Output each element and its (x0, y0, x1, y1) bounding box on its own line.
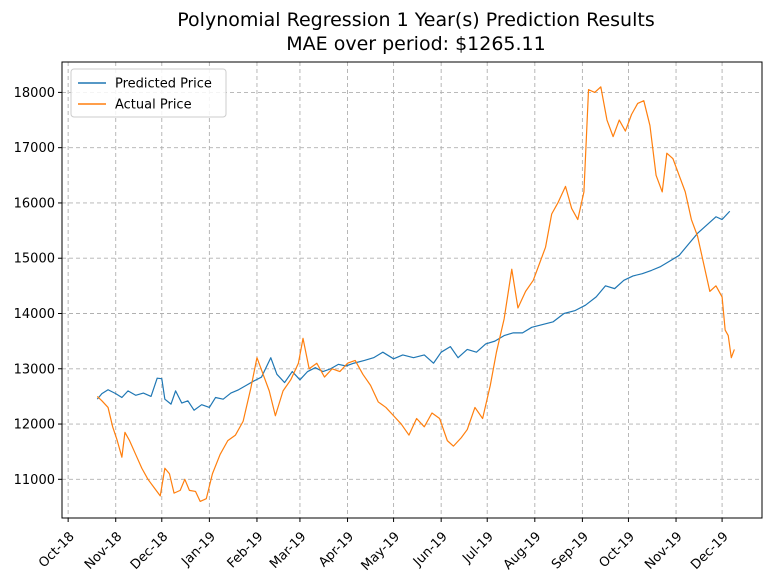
x-axis: Oct-18 Nov-18 Dec-18 Jan-19 Feb-19 Mar-19 Apr-… (36, 518, 732, 574)
x-tick-label: Jul-19 (459, 529, 496, 566)
y-axis: 11000 12000 13000 14000 15000 16000 17000 18000 (14, 86, 62, 488)
x-tick-label: Jun-19 (410, 529, 451, 570)
legend: Predicted Price Actual Price (70, 68, 227, 118)
y-tick-label: 18000 (14, 86, 55, 101)
y-tick-label: 12000 (14, 418, 55, 433)
plot-frame (61, 61, 763, 519)
x-tick-label: Mar-19 (267, 529, 309, 571)
x-tick-label: Dec-19 (688, 529, 731, 572)
y-tick-label: 17000 (14, 141, 55, 156)
chart-subtitle: MAE over period: $1265.11 (286, 33, 545, 55)
y-tick-label: 13000 (14, 362, 55, 377)
series-line-predicted-price (96, 210, 731, 411)
x-tick-label: Dec-18 (128, 529, 171, 572)
legend-box (70, 68, 227, 118)
x-tick-label: Sep-19 (549, 529, 592, 572)
legend-label: Actual Price (115, 98, 192, 113)
x-tick-label: Oct-19 (596, 529, 638, 571)
series-line-actual-price (96, 86, 735, 503)
legend-label: Predicted Price (115, 77, 212, 92)
x-tick-label: Apr-19 (316, 529, 357, 570)
x-tick-label: May-19 (359, 529, 403, 573)
y-tick-label: 16000 (14, 196, 55, 211)
x-tick-label: Feb-19 (225, 529, 267, 571)
x-tick-label: Oct-18 (36, 529, 78, 571)
y-tick-label: 15000 (14, 252, 55, 267)
grid-lines (62, 62, 762, 518)
series-lines (96, 86, 735, 503)
chart-title: Polynomial Regression 1 Year(s) Predicti… (177, 9, 654, 31)
x-tick-label: Nov-18 (82, 529, 125, 572)
x-tick-label: Jan-19 (178, 529, 219, 570)
y-tick-label: 14000 (14, 307, 55, 322)
x-tick-label: Nov-19 (642, 529, 685, 572)
x-tick-label: Aug-19 (501, 529, 545, 573)
y-tick-label: 11000 (14, 473, 55, 488)
